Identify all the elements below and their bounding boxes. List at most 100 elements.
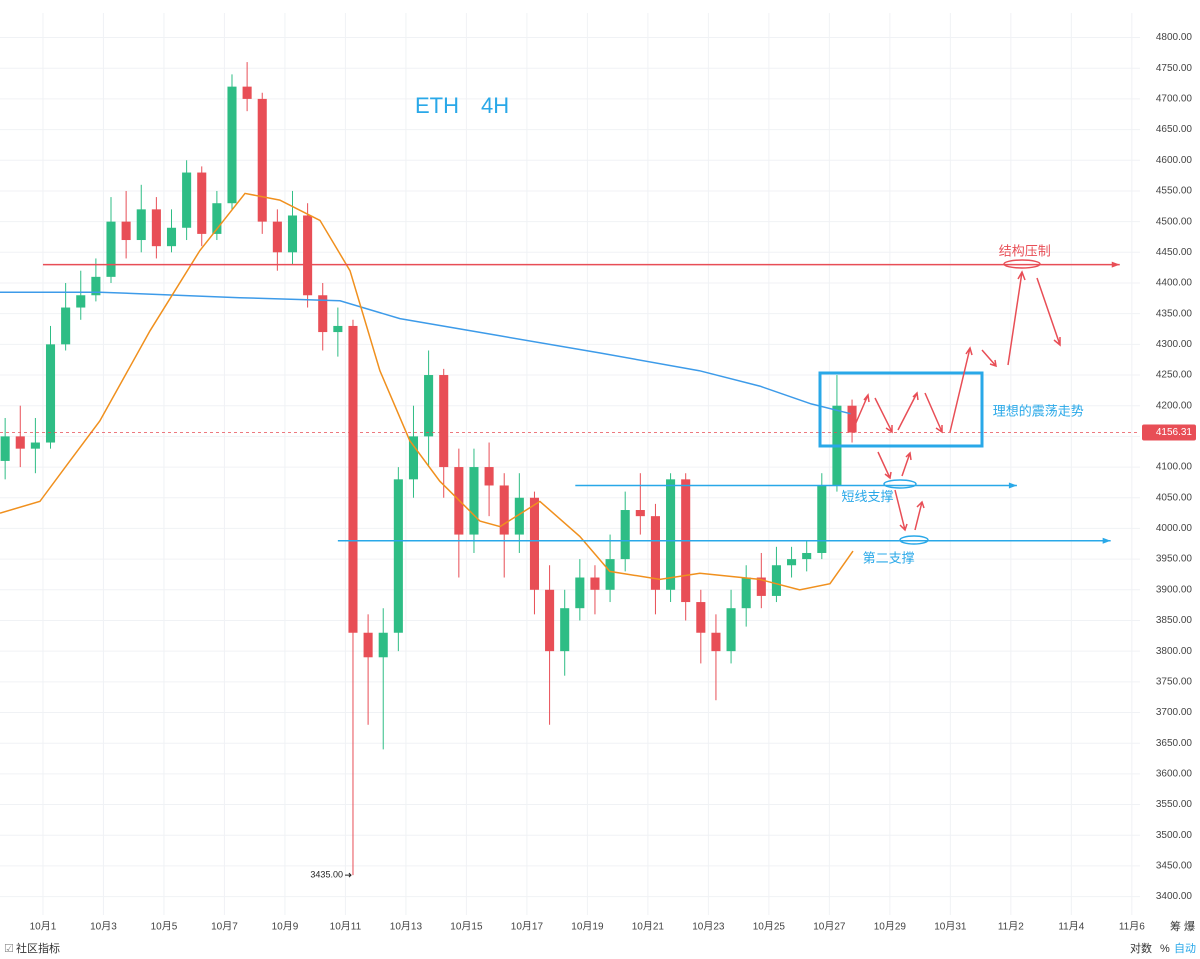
candle-body <box>408 436 419 480</box>
level-arrow <box>1008 482 1017 489</box>
candle-body <box>802 552 812 560</box>
x-tick-label: 10月1 <box>30 921 57 933</box>
annotation: 理想的震荡走势 <box>993 403 1084 418</box>
candle-body <box>151 209 161 247</box>
arrows <box>854 270 1061 532</box>
y-tick-label: 4000.00 <box>1156 523 1193 534</box>
candle-body <box>499 485 509 535</box>
candle-body <box>45 344 56 443</box>
scale-auto[interactable]: 自动 <box>1174 942 1196 955</box>
x-tick-label: 10月25 <box>753 921 786 933</box>
y-tick-label: 4800.00 <box>1156 32 1193 43</box>
x-tick-label: 11月2 <box>998 921 1024 933</box>
candle-body <box>333 325 343 333</box>
labels: ETH 4H ☑ 社区指标 对数 % 自动 筹 爆 3400.00 3450.00… <box>0 32 1200 959</box>
y-tick-label: 4700.00 <box>1156 94 1193 105</box>
candle-body <box>363 632 373 658</box>
x-tick-label: 10月5 <box>151 921 178 933</box>
ma-line <box>0 291 851 415</box>
y-tick-label: 4750.00 <box>1156 63 1193 74</box>
y-tick-label: 3850.00 <box>1156 615 1193 626</box>
annotation: 结构压制 <box>999 244 1051 259</box>
candle-body <box>121 221 131 241</box>
candle-body <box>484 467 494 486</box>
last-price-box <box>1142 424 1196 441</box>
candle-body <box>650 516 660 590</box>
y-tick-label: 4300.00 <box>1156 339 1193 350</box>
x-tick-label: 10月13 <box>390 921 423 933</box>
y-tick-label: 4450.00 <box>1156 247 1193 258</box>
candle-body <box>257 98 267 222</box>
last-price-label: 4156.31 <box>1156 427 1193 438</box>
candle-body <box>212 203 222 234</box>
axis-corner[interactable]: 筹 爆 <box>1170 919 1195 933</box>
candle-body <box>227 86 237 204</box>
candle-body <box>106 221 116 277</box>
candle-body <box>635 510 645 517</box>
candle-body <box>76 295 86 308</box>
y-tick-label: 4200.00 <box>1156 400 1193 411</box>
y-tick-label: 3650.00 <box>1156 738 1193 749</box>
x-tick-label: 10月9 <box>272 921 299 933</box>
candle-body <box>303 215 313 296</box>
level-arrow <box>1102 537 1111 544</box>
candle-body <box>439 375 449 468</box>
candle-body <box>287 215 298 253</box>
x-tick-label: 10月15 <box>450 921 483 933</box>
x-tick-label: 10月23 <box>692 921 725 933</box>
x-tick-label: 10月21 <box>632 921 665 933</box>
candle-body <box>529 497 539 590</box>
x-tick-label: 10月17 <box>511 921 544 933</box>
candle-body <box>560 608 570 652</box>
x-tick-label: 10月31 <box>934 921 967 933</box>
toolbar-left[interactable]: 社区指标 <box>16 941 60 955</box>
level-arrow <box>1111 261 1120 268</box>
y-tick-label: 3750.00 <box>1156 676 1193 687</box>
ellipse <box>1003 259 1041 269</box>
x-tick-label: 10月27 <box>813 921 846 933</box>
toolbar-icon: ☑ <box>4 943 14 955</box>
ma-line <box>0 192 854 591</box>
toolbar <box>0 939 1200 959</box>
annotation: 第二支撑 <box>863 551 915 566</box>
drawings <box>818 259 1061 545</box>
x-tick-label: 10月3 <box>90 921 117 933</box>
x-tick-label: 10月7 <box>211 921 238 933</box>
y-tick-label: 3500.00 <box>1156 830 1193 841</box>
y-tick-label: 4100.00 <box>1156 462 1193 473</box>
candle-body <box>197 172 207 234</box>
y-tick-label: 4350.00 <box>1156 308 1193 319</box>
candle-body <box>136 209 146 241</box>
candle-body <box>741 577 751 609</box>
candle-body <box>15 436 25 449</box>
candle-body <box>348 325 358 633</box>
candle-body <box>378 632 388 658</box>
scale-log[interactable]: 对数 <box>1130 941 1152 955</box>
candle-body <box>30 442 40 449</box>
candle-body <box>605 559 615 590</box>
candle-body <box>91 276 101 296</box>
x-tick-label: 10月11 <box>330 921 362 933</box>
y-tick-label: 4650.00 <box>1156 124 1193 135</box>
y-tick-label: 3550.00 <box>1156 799 1193 810</box>
candle-body <box>787 559 797 566</box>
candle-body <box>393 479 403 633</box>
scale-pct[interactable]: % <box>1160 943 1170 955</box>
candle-body <box>590 577 600 590</box>
candle-body <box>696 602 706 633</box>
candle-body <box>575 577 585 609</box>
low-arrow <box>344 872 352 878</box>
x-tick-label: 10月19 <box>571 921 604 933</box>
y-tick-label: 3950.00 <box>1156 554 1193 565</box>
candle-body <box>666 479 676 590</box>
y-tick-label: 4500.00 <box>1156 216 1193 227</box>
candle-body <box>424 375 434 437</box>
candle-body <box>620 510 630 560</box>
y-tick-label: 4250.00 <box>1156 370 1193 381</box>
x-tick-label: 11月4 <box>1058 921 1084 933</box>
y-tick-label: 3700.00 <box>1156 707 1193 718</box>
candle-body <box>545 589 555 652</box>
candle-body <box>726 608 736 652</box>
